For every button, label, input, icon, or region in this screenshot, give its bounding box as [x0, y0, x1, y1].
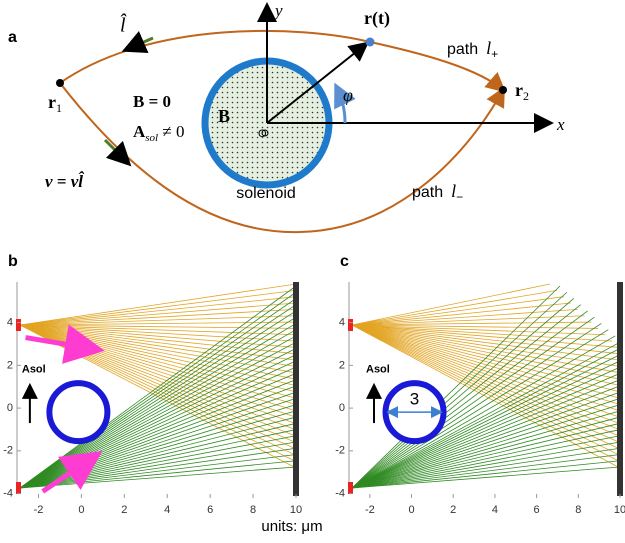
y-tick-label: 4 [339, 317, 345, 329]
x-tick-label: 8 [575, 504, 581, 516]
y-tick-label: -4 [3, 487, 13, 499]
label: Asol ≠ 0 [133, 122, 184, 144]
label: r2 [515, 80, 529, 103]
screen [293, 282, 299, 496]
solenoid [49, 383, 107, 441]
label: O [258, 128, 267, 140]
label: − [456, 190, 463, 204]
source [16, 482, 21, 494]
x-tick-label: 2 [121, 504, 127, 516]
panel-label: c [340, 253, 349, 270]
y-tick-label: 0 [7, 402, 13, 414]
ray [20, 290, 296, 325]
panel-label: b [8, 253, 18, 270]
label: r [48, 92, 56, 112]
x-tick-label: 6 [534, 504, 540, 516]
x-tick-label: 4 [492, 504, 498, 516]
label: r(t) [364, 8, 390, 29]
diameter-label: 3 [410, 390, 419, 409]
ray [352, 430, 620, 488]
label: B [218, 106, 230, 126]
source [16, 319, 21, 331]
particle [366, 38, 375, 47]
x-tick-label: 10 [290, 504, 302, 516]
label: + [491, 47, 498, 61]
point-r2 [499, 86, 507, 94]
y-tick-label: 2 [339, 359, 345, 371]
panel-label: a [8, 29, 17, 46]
x-tick-label: 10 [614, 504, 625, 516]
asol-label: Asol [366, 364, 390, 376]
x-tick-label: 2 [450, 504, 456, 516]
y-tick-label: 2 [7, 359, 13, 371]
label: ≠ 0 [158, 122, 184, 141]
label: sol [145, 132, 158, 144]
figure: a l̂ r(t) pathl+ pathl− r1 r2 B = 0 Asol… [0, 0, 625, 543]
y-tick-label: -4 [335, 487, 345, 499]
ray [20, 284, 296, 325]
y-tick-label: 0 [339, 402, 345, 414]
label: 1 [56, 101, 62, 115]
label: B = 0 [133, 92, 171, 111]
label: l̂ [120, 13, 127, 37]
x-tick-label: -2 [365, 504, 375, 516]
x-tick-label: 6 [207, 504, 213, 516]
source [348, 482, 353, 494]
x-tick-label: 0 [408, 504, 414, 516]
label: solenoid [236, 185, 296, 202]
screen [617, 282, 623, 496]
x-tick-label: 8 [250, 504, 256, 516]
label: path [412, 184, 443, 201]
label: r1 [48, 92, 62, 115]
y-tick-label: 4 [7, 317, 13, 329]
label: r [515, 80, 523, 100]
label: v = vl̂ [45, 171, 84, 191]
label: x [556, 115, 565, 134]
label: 2 [523, 89, 529, 103]
page: { "panel_a": { "label": "a", "l_hat": "l… [0, 0, 625, 543]
y-tick-label: -2 [3, 445, 13, 457]
x-tick-label: 4 [164, 504, 170, 516]
ray [352, 325, 620, 392]
asol-label: Asol [22, 364, 46, 376]
x-tick-label: -2 [34, 504, 44, 516]
velocity-arrow [105, 140, 125, 160]
units-label: units: μm [261, 518, 322, 535]
label: A [133, 122, 146, 141]
point-r1 [56, 79, 64, 87]
label: y [273, 1, 283, 20]
label: r(t) [364, 8, 390, 29]
source [348, 319, 353, 331]
label: φ [343, 85, 353, 105]
ray [352, 284, 550, 325]
x-tick-label: 0 [78, 504, 84, 516]
label: path [447, 41, 478, 58]
y-tick-label: -2 [335, 445, 345, 457]
